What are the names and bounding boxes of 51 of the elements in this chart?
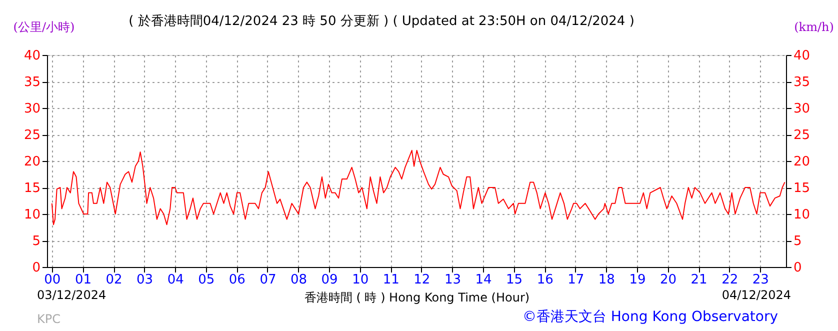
x-tick-label: 20 [660, 272, 677, 288]
x-tick-label: 04 [167, 272, 184, 288]
y-tick-label: 15 [24, 181, 40, 196]
text: KPC [37, 312, 60, 326]
y-tick-label: 35 [24, 75, 40, 90]
y-tick-label: 40 [24, 48, 40, 64]
x-tick-label: 06 [228, 272, 246, 288]
y2-tick-label: 30 [794, 102, 810, 116]
x-tick-label: 21 [690, 272, 708, 288]
y2-tick-label: 40 [794, 48, 810, 64]
y2-axis-title: (km/h) [794, 20, 834, 34]
chart-title: ( 於香港時間04/12/2024 23 時 50 分更新 ) ( Updated at 23:50H on 04/12/2024 ) [128, 14, 634, 29]
y-tick-label: 10 [24, 208, 40, 222]
x-tick-label: 01 [74, 272, 92, 288]
y2-tick-label: 5 [794, 234, 802, 249]
x-tick-label: 05 [198, 272, 215, 288]
x-tick-label: 14 [475, 272, 492, 288]
text: 03/12/2024 [37, 288, 106, 302]
y2-tick-label: 15 [794, 181, 810, 196]
x-tick-label: 08 [290, 272, 308, 288]
x-tick-label: 23 [752, 272, 769, 288]
x-tick-label: 07 [260, 272, 276, 288]
x-tick-label: 18 [598, 272, 615, 288]
x-tick-label: 03 [136, 272, 154, 288]
y-tick-label: 0 [32, 260, 40, 276]
y2-tick-label: 10 [794, 208, 810, 222]
x-tick-label: 13 [444, 272, 461, 288]
text: 04/12/2024 [722, 288, 791, 302]
y2-tick-label: 35 [794, 75, 810, 90]
y-tick-label: 20 [24, 154, 40, 170]
y-tick-label: 5 [32, 234, 40, 249]
y-axis-title: (公里/小時) [13, 20, 75, 34]
text: ©香港天文台 Hong Kong Observatory [522, 309, 778, 325]
x-tick-label: 09 [321, 272, 338, 288]
y2-tick-label: 25 [794, 128, 810, 143]
x-tick-label: 17 [568, 272, 584, 288]
x-tick-label: 16 [536, 272, 554, 288]
x-tick-label: 10 [352, 272, 369, 288]
x-tick-label: 12 [414, 272, 430, 288]
x-tick-label: 02 [106, 272, 122, 288]
x-tick-label: 19 [629, 272, 646, 288]
y2-tick-label: 0 [794, 260, 802, 276]
x-tick-label: 15 [506, 272, 523, 288]
y-tick-label: 30 [24, 102, 40, 116]
x-tick-label: 00 [44, 272, 61, 288]
x-axis-title: 香港時間 ( 時 ) Hong Kong Time (Hour) [304, 290, 530, 304]
x-tick-label: 22 [722, 272, 738, 288]
y2-tick-label: 20 [794, 154, 810, 170]
line-series [51, 150, 786, 226]
x-tick-label: 11 [382, 272, 400, 288]
y-tick-label: 25 [24, 128, 40, 143]
